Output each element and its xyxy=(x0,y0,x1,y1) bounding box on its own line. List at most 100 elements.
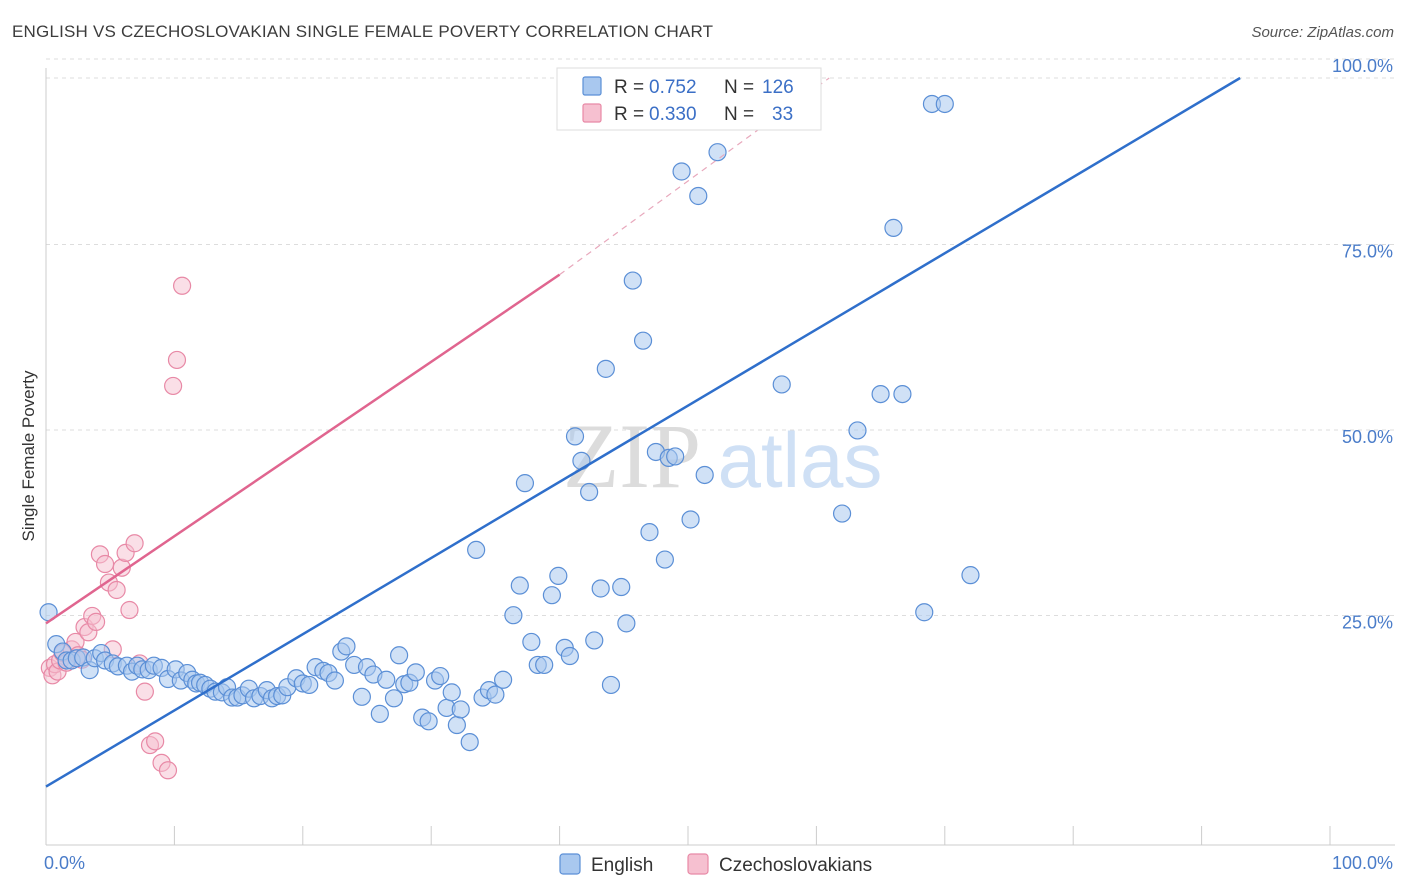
stats-legend: R = 0.752 N = 126 R = 0.330 N = 33 xyxy=(556,67,822,131)
english-point xyxy=(510,576,529,595)
english-point xyxy=(377,670,396,689)
x-tick-label-100: 100.0% xyxy=(1332,853,1393,873)
english-point xyxy=(617,614,636,633)
english-point xyxy=(447,715,466,735)
chart-title: ENGLISH VS CZECHOSLOVAKIAN SINGLE FEMALE… xyxy=(12,22,714,41)
y-tick-label-100: 100.0% xyxy=(1332,56,1393,76)
english-point xyxy=(390,646,409,665)
czech-point xyxy=(146,732,165,751)
y-axis-label: Single Female Poverty xyxy=(19,370,38,542)
english-n-value: 126 xyxy=(762,77,794,98)
english-n-label: N = xyxy=(724,77,754,98)
english-point xyxy=(666,447,685,466)
czech-point xyxy=(167,350,187,370)
english-point xyxy=(572,451,591,470)
english-r-value: 0.752 xyxy=(649,77,697,98)
english-point xyxy=(549,566,568,585)
english-point xyxy=(585,631,604,650)
english-point xyxy=(655,550,674,569)
english-point xyxy=(406,663,425,682)
x-tick-label-0: 0.0% xyxy=(44,853,85,873)
english-point xyxy=(467,540,486,560)
czech-swatch xyxy=(582,103,602,123)
czech-n-label: N = xyxy=(724,104,754,125)
english-trend-line xyxy=(45,76,1241,788)
english-point xyxy=(300,675,319,695)
english-point xyxy=(442,683,461,702)
series-legend: English Czechoslovakians xyxy=(559,853,872,876)
source-label: Source: ZipAtlas.com xyxy=(1251,24,1394,41)
legend-czech-label: Czechoslovakians xyxy=(719,855,872,876)
english-point xyxy=(565,427,585,446)
english-point xyxy=(535,655,554,675)
english-swatch xyxy=(582,76,602,96)
english-point xyxy=(486,685,505,704)
english-points xyxy=(39,94,980,752)
czech-point xyxy=(120,600,139,620)
legend-english-label: English xyxy=(591,855,653,876)
english-point xyxy=(915,603,934,622)
czech-points xyxy=(40,276,192,780)
english-point xyxy=(370,704,389,723)
english-point xyxy=(893,384,912,404)
english-point xyxy=(460,732,479,752)
czech-point xyxy=(95,554,115,574)
english-point xyxy=(884,218,903,237)
english-point xyxy=(672,162,691,181)
english-point xyxy=(580,482,599,502)
grid-lines xyxy=(46,58,1395,616)
czech-point xyxy=(164,376,183,396)
legend-english-swatch xyxy=(559,853,581,875)
y-tick-label-50: 50.0% xyxy=(1342,427,1393,447)
english-point xyxy=(522,632,541,652)
english-point xyxy=(384,689,404,708)
english-point xyxy=(325,671,344,690)
english-point xyxy=(515,474,535,493)
czech-point xyxy=(173,276,192,295)
legend-czech-swatch xyxy=(687,853,709,875)
czech-trend-line xyxy=(45,273,561,625)
czech-point xyxy=(158,761,178,780)
y-tick-labels: 25.0% 50.0% 75.0% 100.0% xyxy=(1332,56,1393,633)
y-tick-label-75: 75.0% xyxy=(1342,242,1393,262)
czech-point xyxy=(107,580,126,600)
english-point xyxy=(494,670,513,689)
english-point xyxy=(772,375,791,394)
english-point xyxy=(612,577,631,597)
english-point xyxy=(681,510,700,529)
watermark: ZIP atlas xyxy=(563,405,882,507)
english-point xyxy=(689,186,708,206)
czech-n-value: 33 xyxy=(772,104,793,125)
english-point xyxy=(848,421,867,440)
english-point xyxy=(935,94,954,114)
english-point xyxy=(504,606,523,625)
y-tick-label-25: 25.0% xyxy=(1342,613,1393,633)
english-point xyxy=(640,523,659,542)
czech-point xyxy=(86,612,106,631)
axes xyxy=(45,68,1395,846)
english-point xyxy=(871,384,890,404)
english-point xyxy=(560,646,579,666)
english-point xyxy=(431,666,450,686)
czech-point xyxy=(135,682,154,701)
english-point xyxy=(352,687,371,706)
czech-point xyxy=(125,534,144,553)
english-point xyxy=(542,586,561,605)
english-point xyxy=(633,331,653,350)
english-point xyxy=(596,359,615,378)
english-point xyxy=(961,566,980,585)
trend-lines xyxy=(45,76,1241,788)
english-r-label: R = xyxy=(614,77,644,98)
english-point xyxy=(708,143,727,162)
english-point xyxy=(591,579,610,598)
english-point xyxy=(695,465,714,485)
english-point xyxy=(623,271,642,290)
x-tick-labels: 0.0% 100.0% xyxy=(44,853,1393,873)
czech-r-value: 0.330 xyxy=(649,104,697,125)
english-point xyxy=(601,675,621,695)
english-point xyxy=(451,700,470,719)
english-point xyxy=(419,712,438,731)
english-point xyxy=(337,637,356,656)
czech-r-label: R = xyxy=(614,104,644,125)
